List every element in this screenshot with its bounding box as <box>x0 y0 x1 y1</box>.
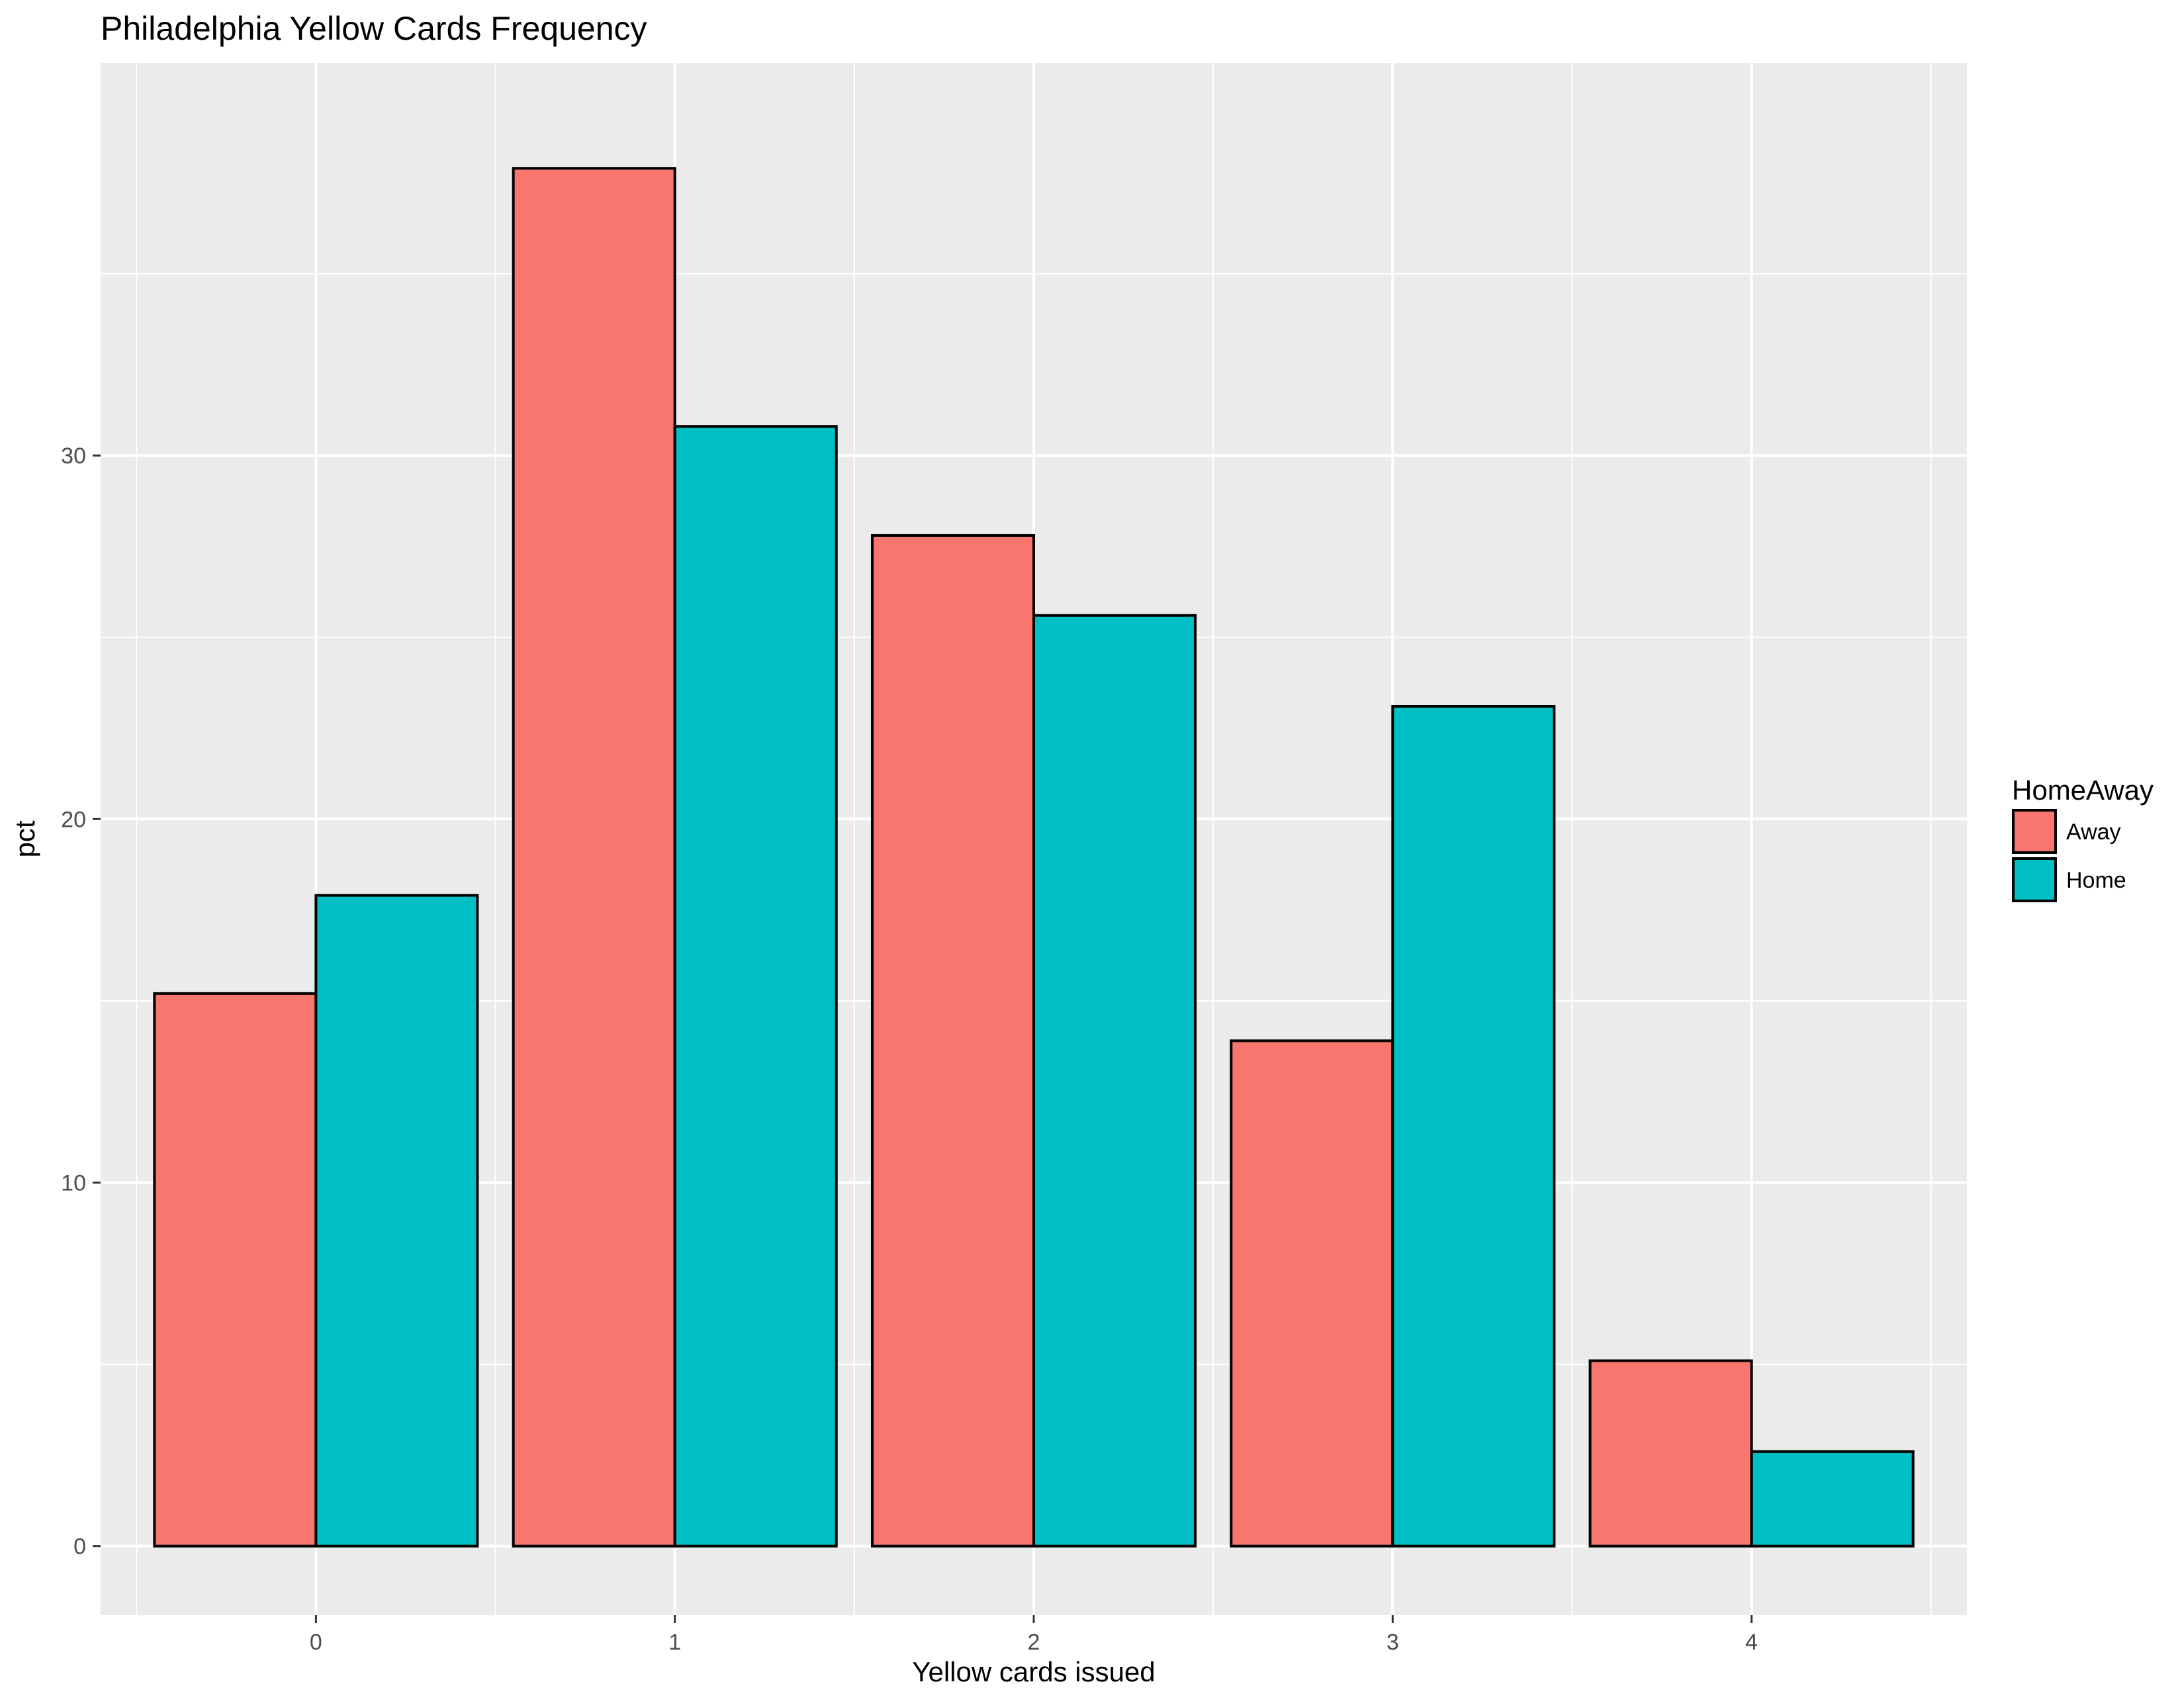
legend-key-home <box>2012 857 2057 902</box>
bar-away-2 <box>870 534 1036 1548</box>
bar-home-3 <box>1391 705 1556 1548</box>
bar-away-1 <box>512 167 676 1548</box>
bar-away-4 <box>1588 1359 1753 1548</box>
x-axis-title: Yellow cards issued <box>912 1656 1155 1687</box>
legend-title: HomeAway <box>2012 774 2154 806</box>
chart-title: Philadelphia Yellow Cards Frequency <box>101 10 647 47</box>
legend-label-away: Away <box>2066 820 2121 845</box>
legend-items: Away Home <box>2012 809 2126 902</box>
y-tick-label: 0 <box>73 1534 86 1560</box>
x-tick-label: 2 <box>1028 1630 1040 1655</box>
y-tick-label: 30 <box>61 444 86 469</box>
legend-key-away <box>2012 809 2057 854</box>
bar-home-4 <box>1750 1450 1915 1548</box>
bar-away-3 <box>1230 1039 1394 1548</box>
y-tick-label: 20 <box>61 807 86 832</box>
y-tick-label: 10 <box>61 1170 86 1196</box>
x-tick-label: 4 <box>1745 1630 1758 1655</box>
x-tick-label: 3 <box>1387 1630 1399 1655</box>
y-axis-title: pct <box>9 820 40 857</box>
bar-away-0 <box>153 992 318 1548</box>
bars <box>153 167 1915 1548</box>
x-tick-label: 0 <box>310 1630 322 1655</box>
bar-home-1 <box>673 425 838 1548</box>
legend-label-home: Home <box>2066 868 2126 893</box>
bar-home-0 <box>314 894 479 1548</box>
x-tick-label: 1 <box>668 1630 681 1655</box>
legend: HomeAway Away Home <box>2012 774 2154 902</box>
bar-home-2 <box>1032 614 1197 1548</box>
y-axis: 0 10 20 30 <box>61 444 101 1560</box>
x-axis: 0 1 2 3 4 <box>310 1615 1758 1655</box>
